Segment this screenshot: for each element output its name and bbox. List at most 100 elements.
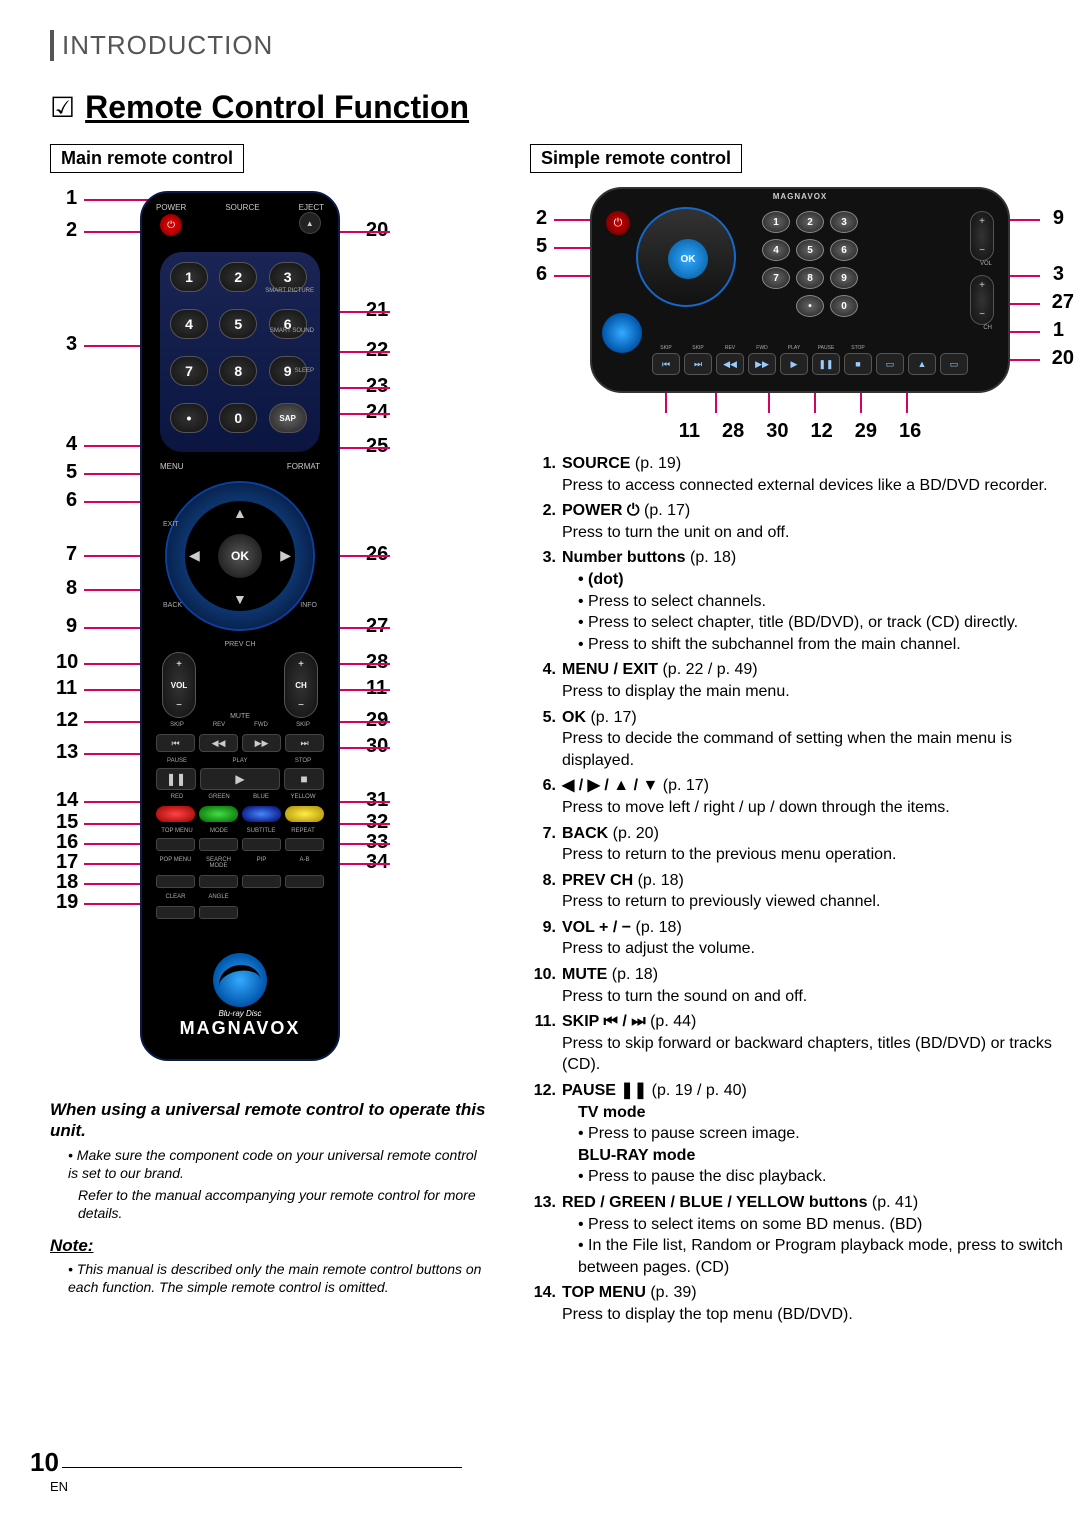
- sp-num-3[interactable]: 3: [830, 211, 858, 233]
- callout-2: 2: [66, 219, 77, 242]
- sp-num-0[interactable]: 0: [830, 295, 858, 317]
- sp-ch-rocker[interactable]: +−: [970, 275, 994, 325]
- sp-num-4[interactable]: 4: [762, 239, 790, 261]
- ch-rocker[interactable]: + CH −: [284, 652, 318, 718]
- main-remote-header: Main remote control: [50, 144, 244, 173]
- smart-sound-label: SMART SOUND: [270, 328, 314, 334]
- dpad: OK ▲ ▼ ◀ ▶ EXIT BACK INFO: [165, 481, 315, 631]
- desc-item: 8.PREV CH (p. 18)Press to return to prev…: [530, 870, 1070, 913]
- desc-item: 10.MUTE (p. 18)Press to turn the sound o…: [530, 964, 1070, 1007]
- main-remote-diagram: 1 2 3 4 5 6 7 8 9 10 11 12 13 14 15 16 1…: [50, 183, 490, 1083]
- format-label: FORMAT: [287, 462, 320, 471]
- sp-popup[interactable]: ▭: [876, 353, 904, 375]
- power-button[interactable]: ⏻: [160, 214, 182, 236]
- num-5[interactable]: 5: [219, 309, 257, 339]
- sp-bluray-icon: [602, 313, 642, 353]
- topmenu-button[interactable]: [156, 838, 195, 851]
- num-4[interactable]: 4: [170, 309, 208, 339]
- popmenu-button[interactable]: [156, 875, 195, 888]
- sp-fwd[interactable]: ▶▶: [748, 353, 776, 375]
- sp-skip-back[interactable]: ⏮: [652, 353, 680, 375]
- subtitle-button[interactable]: [242, 838, 281, 851]
- sp-num-5[interactable]: 5: [796, 239, 824, 261]
- search-button[interactable]: [199, 875, 238, 888]
- sp-num-6[interactable]: 6: [830, 239, 858, 261]
- sp-num-2[interactable]: 2: [796, 211, 824, 233]
- yellow-button[interactable]: [285, 806, 324, 822]
- blue-button[interactable]: [242, 806, 281, 822]
- green-button[interactable]: [199, 806, 238, 822]
- red-button[interactable]: [156, 806, 195, 822]
- sp-callout-20: 20: [1052, 347, 1074, 370]
- sp-rev[interactable]: ◀◀: [716, 353, 744, 375]
- skip-back-button[interactable]: ⏮: [156, 734, 195, 752]
- sp-skip-fwd[interactable]: ⏭: [684, 353, 712, 375]
- angle-button[interactable]: [199, 906, 238, 919]
- desc-item: 3.Number buttons (p. 18)• (dot)Press to …: [530, 547, 1070, 655]
- skip-fwd-button[interactable]: ⏭: [285, 734, 324, 752]
- sp-num-8[interactable]: 8: [796, 267, 824, 289]
- menu-label: MENU: [160, 462, 184, 471]
- page-title: Remote Control Function: [85, 89, 469, 126]
- callout-13: 13: [56, 741, 78, 764]
- sp-eject[interactable]: ▲: [908, 353, 936, 375]
- checkbox-icon: ☑: [50, 91, 75, 124]
- rev-button[interactable]: ◀◀: [199, 734, 238, 752]
- repeat-button[interactable]: [285, 838, 324, 851]
- ok-button[interactable]: OK: [218, 534, 262, 578]
- sp-pause[interactable]: ❚❚: [812, 353, 840, 375]
- sp-stop[interactable]: ■: [844, 353, 872, 375]
- num-7[interactable]: 7: [170, 356, 208, 386]
- play-button[interactable]: ▶: [200, 768, 280, 790]
- down-arrow[interactable]: ▼: [233, 591, 247, 607]
- num-8[interactable]: 8: [219, 356, 257, 386]
- sp-callout-3: 3: [1053, 263, 1064, 286]
- num-1[interactable]: 1: [170, 262, 208, 292]
- eject-button[interactable]: ▲: [299, 212, 321, 234]
- description-list: 1.SOURCE (p. 19)Press to access connecte…: [530, 453, 1070, 1326]
- sp-num-1[interactable]: 1: [762, 211, 790, 233]
- left-arrow[interactable]: ◀: [189, 547, 200, 564]
- sp-num-9[interactable]: 9: [830, 267, 858, 289]
- stop-button[interactable]: ■: [284, 768, 324, 790]
- num-6[interactable]: 6: [269, 309, 307, 339]
- right-arrow[interactable]: ▶: [280, 547, 291, 564]
- desc-item: 4.MENU / EXIT (p. 22 / p. 49)Press to di…: [530, 659, 1070, 702]
- num-0[interactable]: 0: [219, 403, 257, 433]
- sp-num-dot[interactable]: •: [796, 295, 824, 317]
- source-label: SOURCE: [225, 203, 259, 212]
- sp-dpad[interactable]: OK: [636, 207, 736, 307]
- callout-8: 8: [66, 577, 77, 600]
- sp-callout-5: 5: [536, 235, 547, 258]
- smart-picture-label: SMART PICTURE: [265, 288, 314, 294]
- sp-menu[interactable]: ▭: [940, 353, 968, 375]
- desc-item: 14.TOP MENU (p. 39)Press to display the …: [530, 1282, 1070, 1325]
- power-label: POWER: [156, 203, 186, 212]
- sp-vol-rocker[interactable]: +−: [970, 211, 994, 261]
- up-arrow[interactable]: ▲: [233, 505, 247, 521]
- num-dot[interactable]: •: [170, 403, 208, 433]
- simple-remote-body: MAGNAVOX ⏻ OK 1 2 3 4 5 6 7 8: [590, 187, 1010, 393]
- clear-button[interactable]: [156, 906, 195, 919]
- simple-remote-diagram: 2 5 6 9 3 27 1 20 MAGNAVOX: [530, 183, 1070, 443]
- sp-power-button[interactable]: ⏻: [606, 211, 630, 235]
- sp-play[interactable]: ▶: [780, 353, 808, 375]
- pip-button[interactable]: [242, 875, 281, 888]
- sp-callout-1: 1: [1053, 319, 1064, 342]
- vol-rocker[interactable]: + VOL −: [162, 652, 196, 718]
- desc-item: 2.POWER ⏻ (p. 17)Press to turn the unit …: [530, 500, 1070, 543]
- sp-callout-27: 27: [1052, 291, 1074, 314]
- sap-button[interactable]: SAP: [269, 403, 307, 433]
- sp-callout-6: 6: [536, 263, 547, 286]
- sp-ok-button[interactable]: OK: [668, 239, 708, 279]
- simple-brand: MAGNAVOX: [592, 189, 1008, 201]
- num-2[interactable]: 2: [219, 262, 257, 292]
- desc-item: 12.PAUSE ❚❚ (p. 19 / p. 40)TV modePress …: [530, 1080, 1070, 1188]
- ab-button[interactable]: [285, 875, 324, 888]
- fwd-button[interactable]: ▶▶: [242, 734, 281, 752]
- callout-1: 1: [66, 187, 77, 210]
- mode-button[interactable]: [199, 838, 238, 851]
- pause-button[interactable]: ❚❚: [156, 768, 196, 790]
- sp-bottom-callouts: 11 28 30 12 29 16: [530, 420, 1070, 443]
- sp-num-7[interactable]: 7: [762, 267, 790, 289]
